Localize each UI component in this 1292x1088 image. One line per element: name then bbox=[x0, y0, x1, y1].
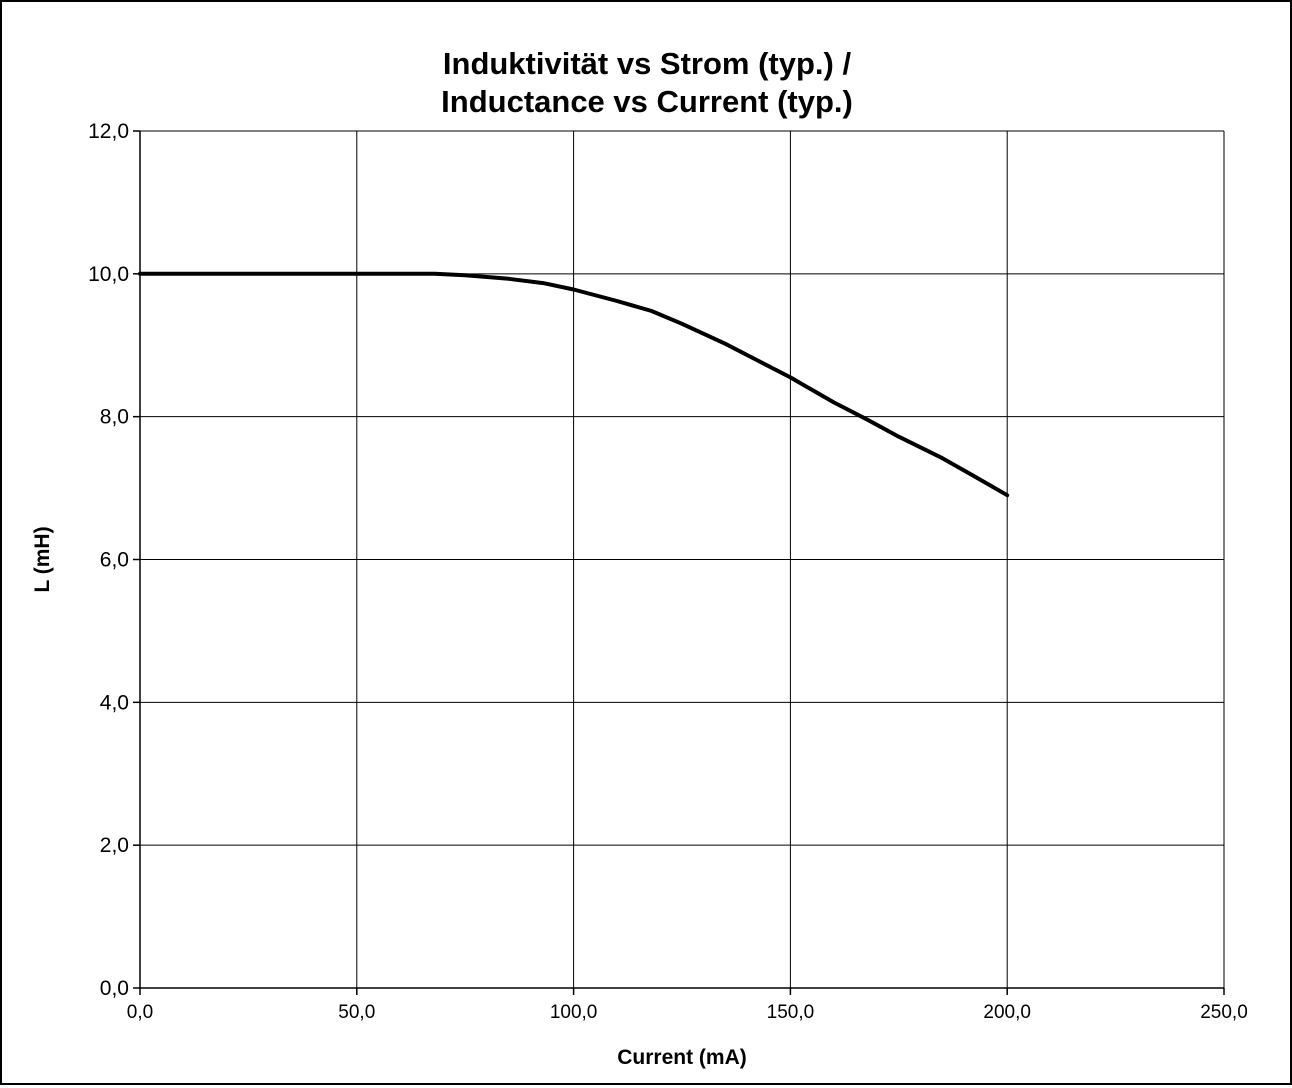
chart-title-line-1: Induktivität vs Strom (typ.) / bbox=[443, 46, 852, 81]
y-tick-label-1: 2,0 bbox=[100, 834, 129, 857]
y-tick-label-6: 12,0 bbox=[88, 120, 129, 143]
x-tick-label-2: 100,0 bbox=[550, 1002, 598, 1023]
x-tick-label-4: 200,0 bbox=[983, 1002, 1031, 1023]
y-tick-label-5: 10,0 bbox=[88, 263, 129, 286]
y-tick-label-4: 8,0 bbox=[100, 406, 129, 429]
grid-lines bbox=[140, 131, 1224, 988]
x-tick-label-0: 0,0 bbox=[127, 1002, 153, 1023]
y-tick-label-2: 4,0 bbox=[100, 691, 129, 714]
chart-title-line-2: Inductance vs Current (typ.) bbox=[441, 84, 853, 119]
x-tick-label-1: 50,0 bbox=[338, 1002, 375, 1023]
x-axis-label: Current (mA) bbox=[617, 1046, 747, 1069]
y-tick-label-0: 0,0 bbox=[100, 977, 129, 1000]
y-tick-label-3: 6,0 bbox=[100, 549, 129, 572]
chart-title: Induktivität vs Strom (typ.) /Inductance… bbox=[441, 46, 853, 119]
x-tick-label-5: 250,0 bbox=[1200, 1002, 1248, 1023]
y-axis-label: L (mH) bbox=[31, 526, 54, 592]
x-tick-label-3: 150,0 bbox=[767, 1002, 815, 1023]
axis-ticks: 0,0 2,0 4,0 6,0 8,0 10,0 12,0 0,0 50,0 100,0 150,0… bbox=[88, 120, 1248, 1023]
